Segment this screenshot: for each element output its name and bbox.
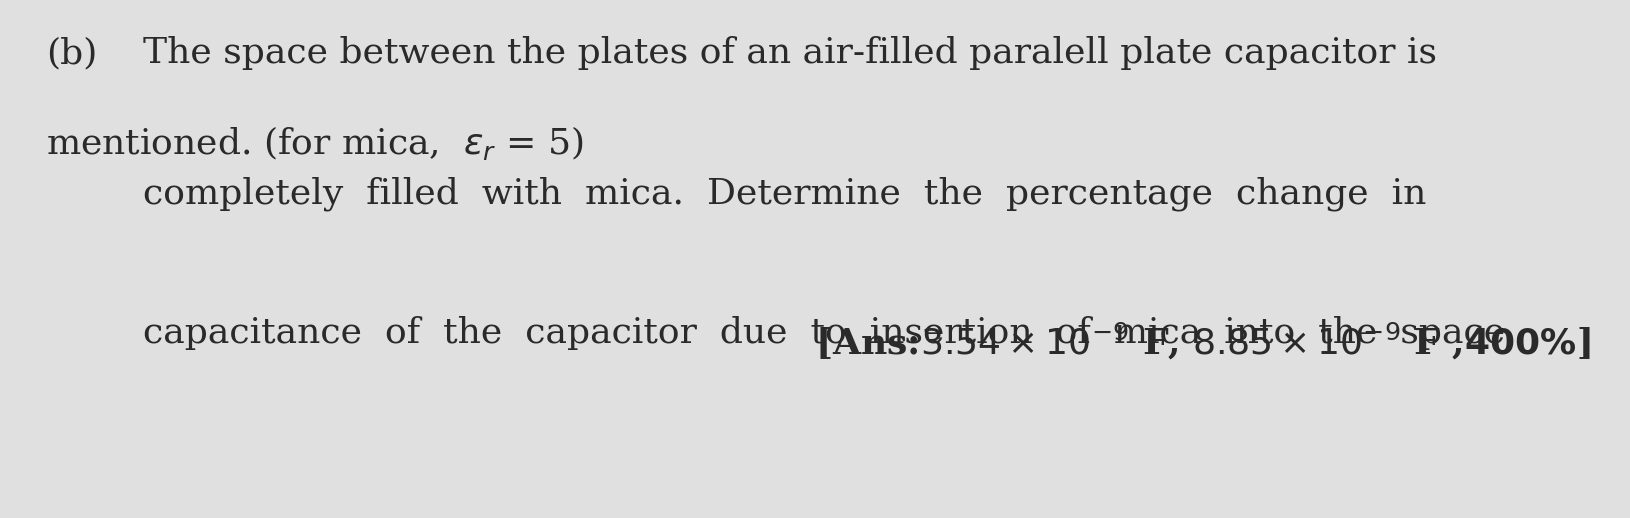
Text: capacitance  of  the  capacitor  due  to  insertion  of  mica  into  the  space: capacitance of the capacitor due to inse… [143, 316, 1506, 350]
Text: (b): (b) [46, 36, 98, 70]
Text: mentioned. (for mica,  $\varepsilon_r$ = 5): mentioned. (for mica, $\varepsilon_r$ = … [46, 124, 584, 162]
Text: The space between the plates of an air-filled paralell plate capacitor is: The space between the plates of an air-f… [143, 36, 1438, 70]
Text: completely  filled  with  mica.  Determine  the  percentage  change  in: completely filled with mica. Determine t… [143, 176, 1426, 211]
Text: [Ans:$3.54\times10^{-9}$ F, $8.85\times10^{-9}$ F ,$\mathbf{400\%}$]: [Ans:$3.54\times10^{-9}$ F, $8.85\times1… [815, 321, 1591, 362]
